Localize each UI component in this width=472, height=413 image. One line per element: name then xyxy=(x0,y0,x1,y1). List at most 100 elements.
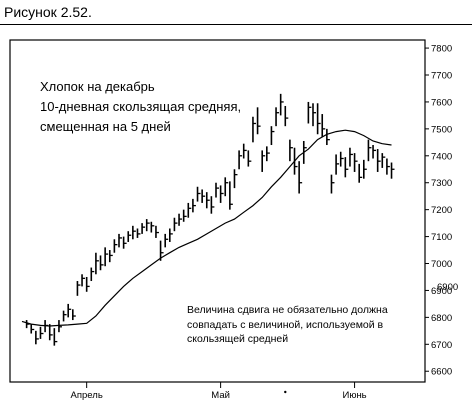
price-bar xyxy=(308,102,311,124)
price-bar xyxy=(165,234,168,247)
price-bar xyxy=(54,328,57,346)
price-bar xyxy=(198,187,201,202)
price-bar xyxy=(73,309,76,320)
price-bar xyxy=(211,196,214,214)
price-bar xyxy=(87,277,90,292)
price-bar xyxy=(382,153,385,168)
chart-title-line-2: 10-дневная скользящая средняя, xyxy=(40,99,241,114)
chart-title-line-3: смещенная на 5 дней xyxy=(40,119,171,134)
price-bar xyxy=(110,250,113,262)
annotation-line-2: совпадать с величиной, используемой в xyxy=(187,319,384,331)
price-bar xyxy=(174,218,177,231)
price-bar xyxy=(345,157,348,177)
price-bar xyxy=(239,150,242,169)
price-bar xyxy=(359,164,362,183)
price-bar xyxy=(244,144,247,159)
x-tick-label: Апрель xyxy=(71,390,103,401)
price-bar xyxy=(387,158,390,174)
y-tick-label: 6600 xyxy=(431,367,452,378)
price-bar xyxy=(137,229,140,238)
price-bar xyxy=(128,231,131,242)
price-bar xyxy=(230,181,233,209)
price-bar xyxy=(40,327,43,339)
price-bar xyxy=(299,161,302,193)
price-bar xyxy=(142,223,145,234)
price-bar xyxy=(368,140,371,162)
price-bar xyxy=(373,145,376,158)
price-bar xyxy=(82,274,85,286)
price-bar xyxy=(281,94,284,116)
x-axis-dot xyxy=(284,391,286,393)
price-bar xyxy=(96,253,99,275)
price-bar xyxy=(133,226,136,239)
y-tick-label: 6800 xyxy=(431,313,452,324)
price-bar xyxy=(193,199,196,212)
price-bar xyxy=(179,214,182,226)
price-bar xyxy=(378,149,381,172)
price-bar xyxy=(276,107,279,126)
price-bar xyxy=(290,140,293,162)
y-tick-label: 6700 xyxy=(431,340,452,351)
price-bar xyxy=(36,331,39,344)
x-axis: Апрель Май Июнь xyxy=(71,382,367,401)
price-bar xyxy=(364,160,367,179)
price-bar xyxy=(355,153,358,172)
price-bar xyxy=(184,210,187,222)
x-tick-label: Май xyxy=(211,390,230,401)
price-bar xyxy=(101,255,104,270)
price-bar xyxy=(313,103,316,126)
annotation-line-1: Величина сдвига не обязательно должна xyxy=(187,304,388,316)
price-bar xyxy=(234,169,237,188)
price-bar xyxy=(147,219,150,231)
annotation-line-3: скользящей средней xyxy=(187,333,288,345)
price-bar xyxy=(77,281,80,296)
price-bar xyxy=(64,311,67,322)
price-bar xyxy=(267,146,270,161)
price-bar xyxy=(216,183,219,198)
price-bar xyxy=(253,117,256,143)
price-bar xyxy=(170,229,173,242)
price-bar xyxy=(331,175,334,194)
price-bar xyxy=(327,129,330,145)
price-bar xyxy=(188,203,191,218)
price-bar xyxy=(68,304,71,317)
chart-title-line-1: Хлопок на декабрь xyxy=(40,79,155,94)
y-tick-label: 7400 xyxy=(431,151,452,162)
y-tick-label: 7300 xyxy=(431,178,452,189)
y-tick-label: 7100 xyxy=(431,232,452,243)
price-bar xyxy=(258,107,261,134)
price-bar xyxy=(322,114,325,137)
y-tick-label: 7500 xyxy=(431,124,452,135)
x-tick-label: Июнь xyxy=(342,390,366,401)
price-bar xyxy=(91,268,94,281)
price-bar xyxy=(271,126,274,145)
y-axis: 7800 7700 7600 7500 7400 7300 7200 7100 7000 6900… xyxy=(425,44,452,378)
y-tick-label: 7200 xyxy=(431,205,452,216)
price-bar xyxy=(156,226,159,238)
price-bar xyxy=(124,237,127,249)
price-bar xyxy=(31,324,34,333)
price-bar xyxy=(318,103,321,134)
price-bar xyxy=(350,148,353,167)
price-bar xyxy=(151,222,154,233)
price-bar xyxy=(59,320,62,332)
price-bar xyxy=(207,192,210,208)
price-bar xyxy=(119,234,122,247)
price-bar xyxy=(262,150,265,172)
price-bar xyxy=(221,185,224,203)
price-bar xyxy=(248,150,251,166)
price-bar xyxy=(202,189,205,202)
y-tick-label: 6900 xyxy=(431,286,452,297)
price-bar xyxy=(285,106,288,126)
price-bar xyxy=(336,154,339,174)
y-tick-label: 7600 xyxy=(431,97,452,108)
y-tick-label: 7800 xyxy=(431,44,452,55)
price-bar xyxy=(341,152,344,167)
price-bar xyxy=(392,163,395,179)
price-bar xyxy=(225,177,228,196)
price-bar xyxy=(105,247,108,266)
price-bar xyxy=(114,239,117,252)
y-tick-label: 7000 xyxy=(431,259,452,270)
y-tick-label: 7700 xyxy=(431,71,452,82)
